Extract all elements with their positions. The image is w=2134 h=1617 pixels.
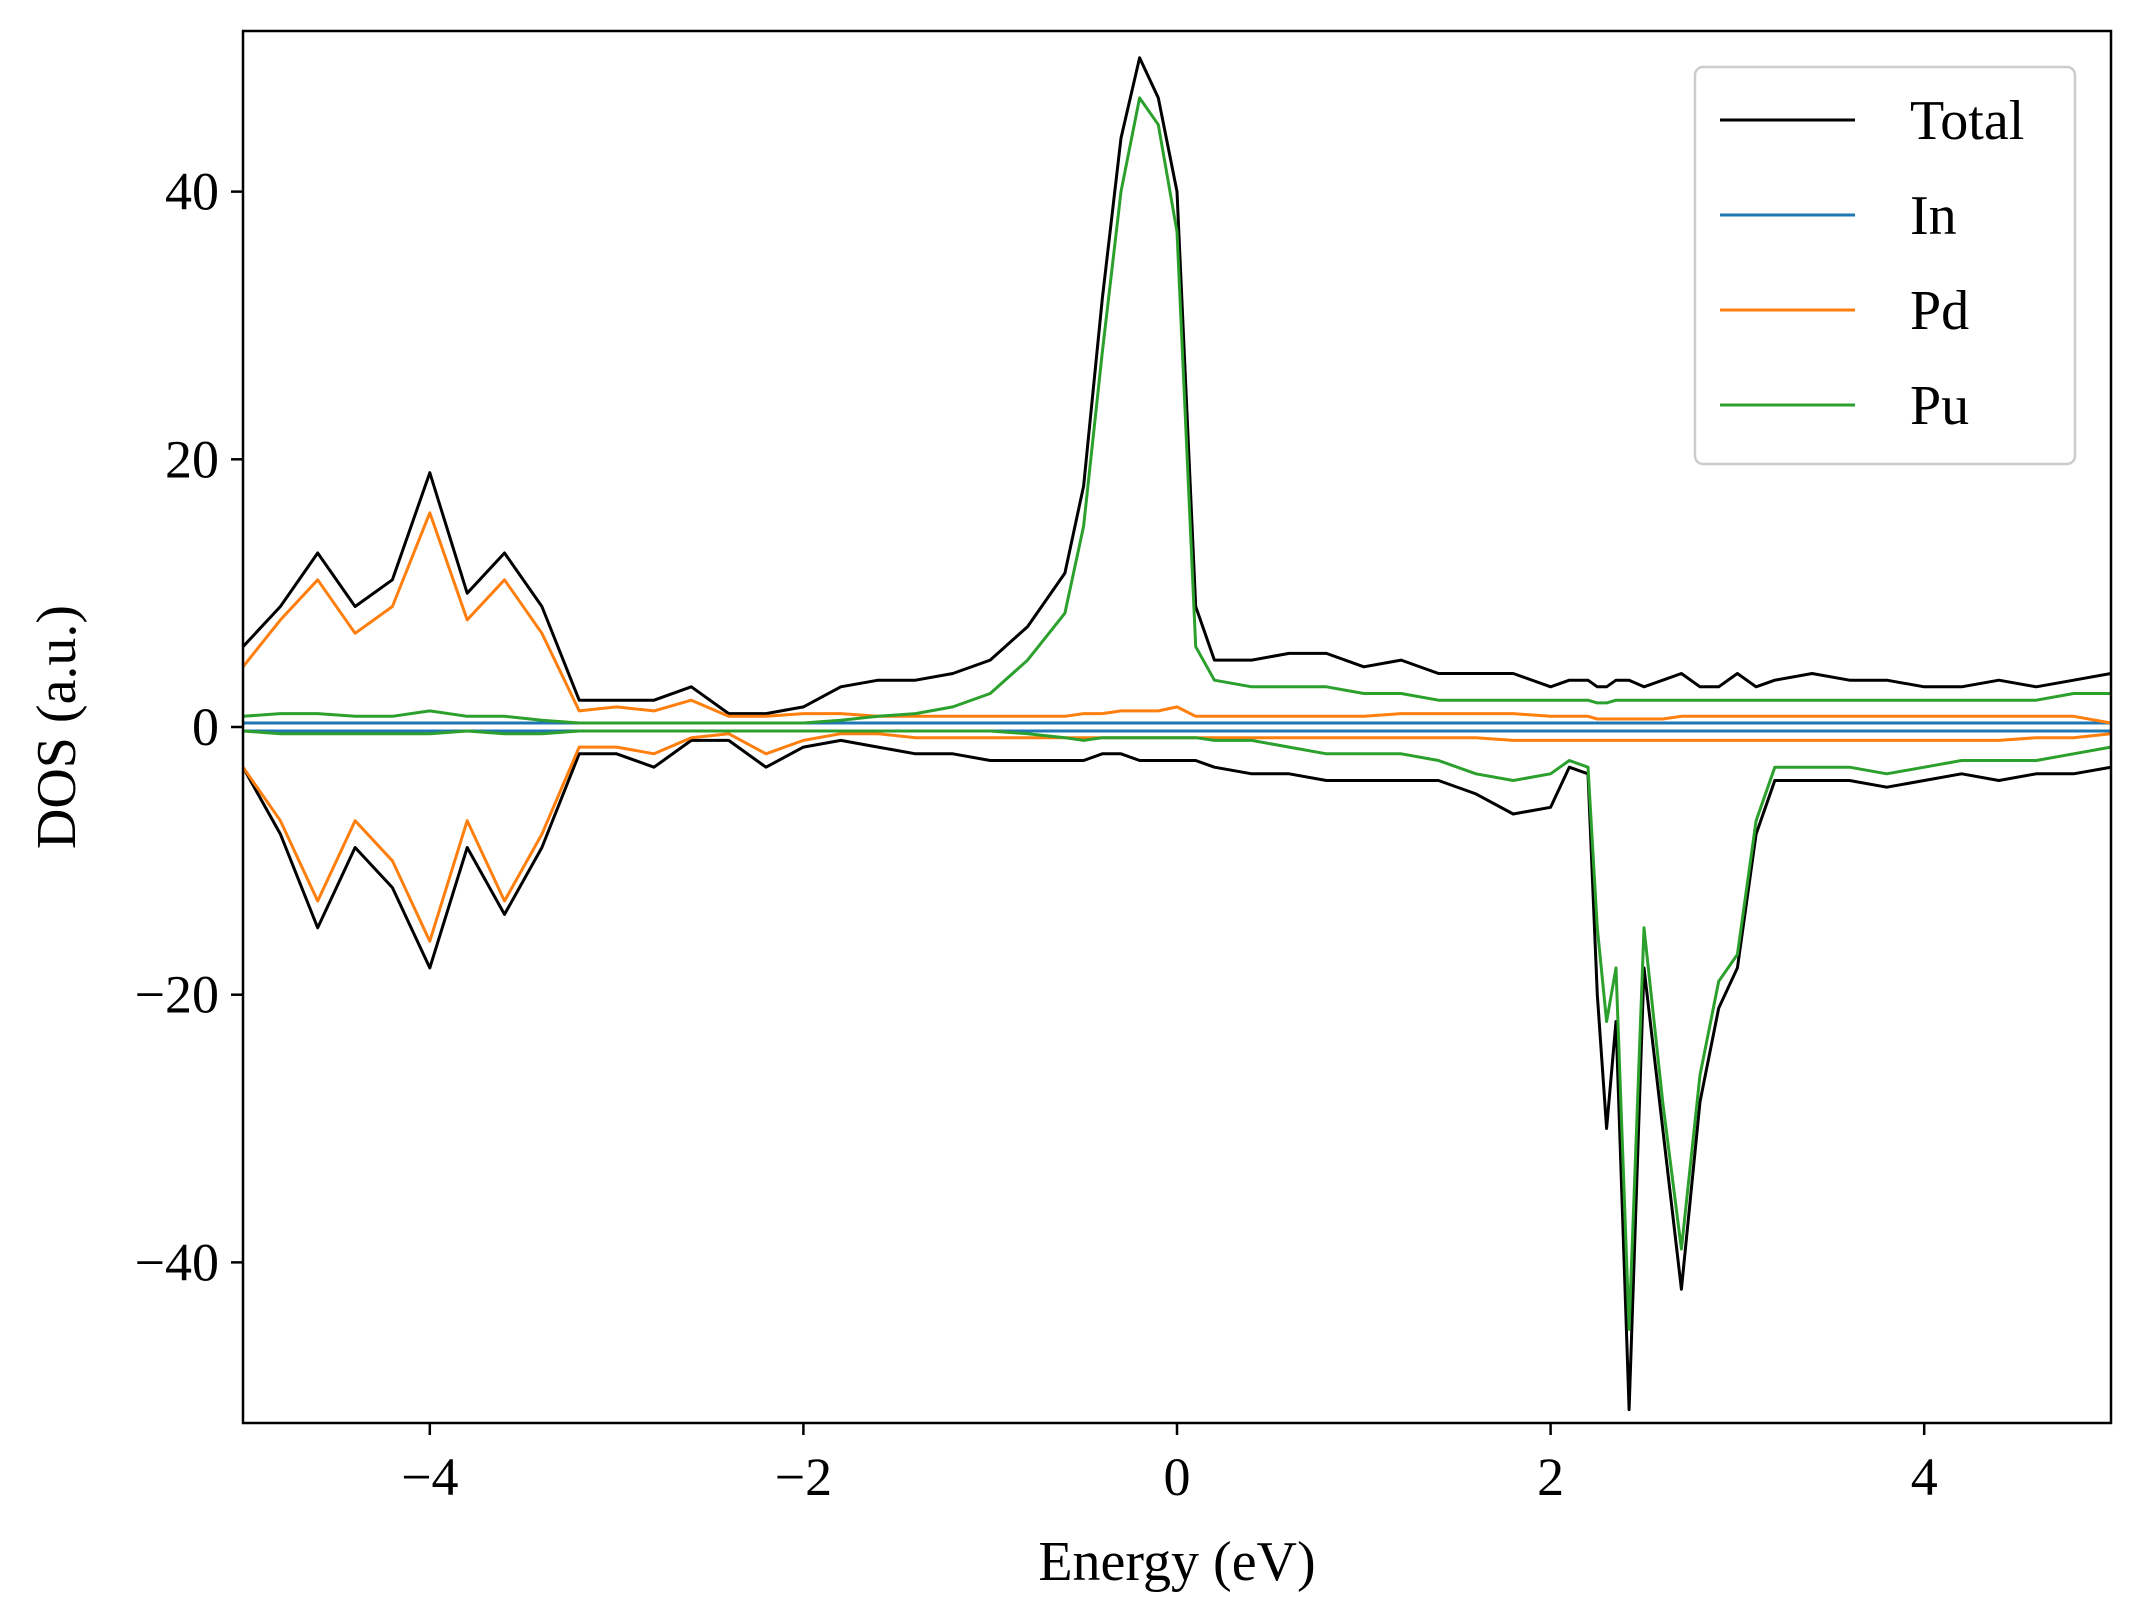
x-tick-label: 4 [1911, 1447, 1938, 1507]
legend-label-in: In [1910, 185, 1957, 247]
y-tick-label: 0 [192, 697, 219, 757]
y-axis: −40 −20 0 20 40 [135, 162, 243, 1292]
x-tick-label: −4 [401, 1447, 458, 1507]
series-pd-spin-down-line [243, 732, 2111, 943]
x-tick-label: 0 [1164, 1447, 1191, 1507]
x-axis-label: Energy (eV) [1038, 1531, 1315, 1593]
series-pu-spin-up-line [243, 96, 2111, 725]
legend: Total In Pd Pu [1693, 65, 2077, 466]
legend-label-total: Total [1910, 90, 2024, 152]
series-total-spin-down-line [243, 738, 2111, 1412]
legend-box [1693, 65, 2077, 466]
series-total-spin-up-line [243, 56, 2111, 716]
x-axis: −4 −2 0 2 4 [401, 1423, 1938, 1507]
y-tick-label: −20 [135, 965, 219, 1025]
y-tick-label: 40 [165, 162, 219, 222]
x-tick-label: −2 [775, 1447, 832, 1507]
y-tick-label: 20 [165, 429, 219, 489]
series-pd-spin-up-line [243, 511, 2111, 725]
y-tick-label: −40 [135, 1232, 219, 1292]
legend-label-pu: Pu [1910, 375, 1969, 437]
x-tick-label: 2 [1537, 1447, 1564, 1507]
legend-label-pd: Pd [1910, 280, 1969, 342]
series-pu-spin-down-line [243, 729, 2111, 1331]
y-axis-label: DOS (a.u.) [26, 605, 88, 849]
plot-lines [243, 56, 2111, 1412]
